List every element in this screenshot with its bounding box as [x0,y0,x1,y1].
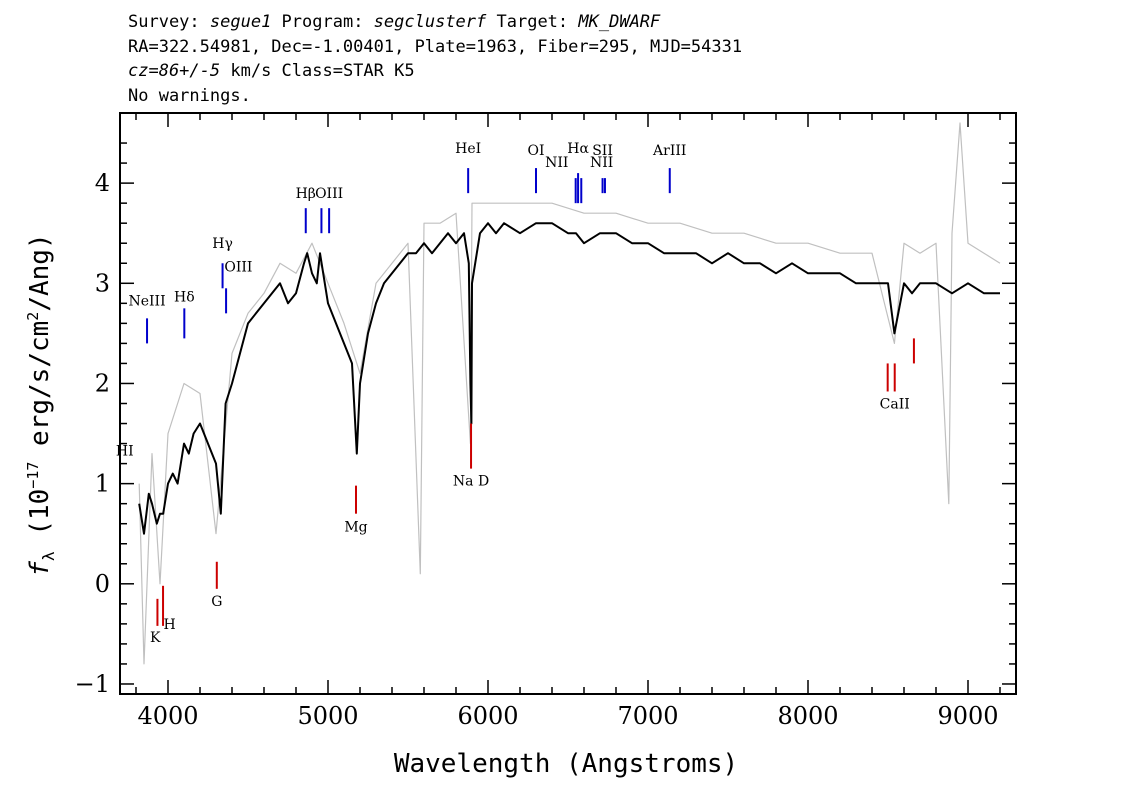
spectral-line-label: Hγ [212,236,233,252]
spectral-line-label: NII [545,155,568,171]
x-tick-label: 7000 [617,702,678,730]
spectral-line-label: OI [527,143,544,159]
y-tick-label: −1 [75,670,110,698]
axis-ticks: 4000 5000 6000 7000 8000 9000 −1 0 1 2 3 4 [75,113,1016,730]
x-tick-label: 4000 [137,702,198,730]
spectral-line-label: Mg [344,520,367,536]
spectral-line-label: OIII [315,186,343,202]
x-tick-label: 9000 [937,702,998,730]
y-tick-label: 2 [95,369,110,397]
spectral-line-label: H [163,617,175,633]
survey-name: segue1 [209,12,272,32]
redshift-value: cz=86+/-5 [128,61,221,81]
spectral-line-label: HI [116,444,134,460]
x-tick-label: 8000 [777,702,838,730]
survey-prefix: Survey: [128,12,210,32]
spectral-line-label: SII [592,143,613,159]
program-prefix: Program: [271,12,374,32]
spectral-line-label: NeIII [128,293,165,309]
series-smoothed-flux [138,222,1000,535]
spectral-line-label: CaII [880,397,910,413]
target-name: MK_DWARF [578,12,661,32]
y-axis-title: fλ (10−17 erg/s/cm2/Ang) [24,233,58,576]
spectral-line-label: NII [590,155,613,171]
svg-text:fλ (10−17 erg/s/cm2/Ang): fλ (10−17 erg/s/cm2/Ang) [24,233,58,576]
y-tick-label: 1 [95,470,110,498]
spectral-line-label: ArIII [652,143,686,159]
spectral-line-label: Hβ [296,186,316,202]
spectrum-header: Survey: segue1 Program: segclusterf Targ… [128,10,742,108]
y-tick-label: 0 [95,570,110,598]
spectral-line-label: Hα [567,141,589,157]
spectral-line-label: Na D [453,474,489,490]
spectral-line-label: Hδ [174,289,195,305]
spectral-line-label: K [150,630,161,646]
series-raw-flux [138,122,1001,665]
program-name: segclusterf [373,12,487,32]
header-line-1: Survey: segue1 Program: segclusterf Targ… [128,10,742,35]
y-tick-label: 3 [95,269,110,297]
header-line-3: cz=86+/-5 km/s Class=STAR K5 [128,59,742,84]
x-axis-title: Wavelength (Angstroms) [394,749,738,779]
spectral-line-markers [146,168,915,626]
classification-text: km/s Class=STAR K5 [220,61,415,81]
series-layer [138,122,1001,665]
spectral-line-label: OIII [224,259,252,275]
target-prefix: Target: [486,12,579,32]
spectral-line-label: G [211,594,222,610]
x-tick-label: 6000 [457,702,518,730]
x-tick-label: 5000 [297,702,358,730]
header-line-2: RA=322.54981, Dec=-1.00401, Plate=1963, … [128,36,743,57]
y-tick-label: 4 [95,169,110,197]
spectral-line-label: HeI [455,141,481,157]
header-line-4: No warnings. [128,85,251,106]
